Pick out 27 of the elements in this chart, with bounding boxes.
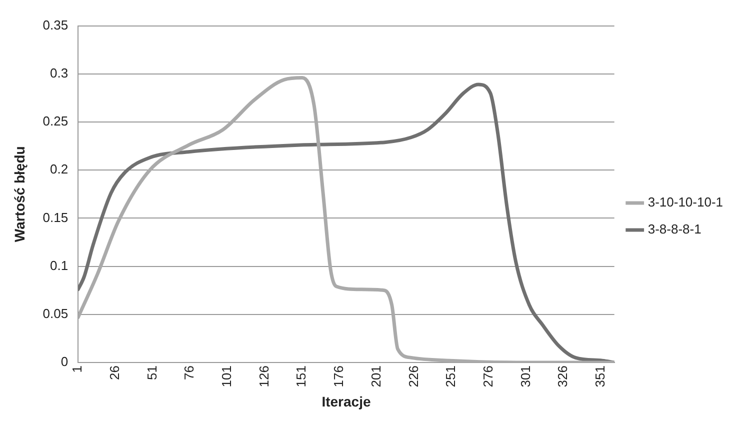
x-axis-title: Iteracje: [322, 393, 371, 410]
legend-label: 3-8-8-8-1: [648, 222, 702, 237]
y-tick-label: 0.05: [42, 306, 68, 321]
x-tick-label: 126: [256, 366, 272, 388]
x-tick-label: 51: [144, 366, 160, 380]
y-tick-label: 0: [60, 354, 68, 370]
x-tick-label: 326: [555, 366, 570, 388]
y-tick-label: 0.2: [50, 162, 68, 177]
x-tick-label: 26: [107, 366, 122, 380]
x-tick-label: 101: [219, 366, 234, 388]
x-tick-label: 1: [70, 366, 85, 373]
x-tick-label: 76: [182, 366, 197, 380]
y-axis-title: Wartość błędu: [11, 146, 28, 242]
y-tick-label: 0.15: [42, 210, 68, 225]
x-tick-label: 176: [331, 366, 346, 388]
legend-label: 3-10-10-10-1: [648, 194, 723, 210]
y-tick-label: 0.1: [50, 258, 68, 273]
x-tick-label: 276: [480, 366, 496, 388]
y-tick-label: 0.35: [42, 17, 68, 32]
x-tick-label: 226: [406, 366, 421, 388]
x-tick-label: 351: [592, 366, 608, 388]
y-tick-label: 0.3: [50, 65, 68, 80]
x-tick-label: 301: [518, 366, 533, 388]
y-tick-label: 0.25: [42, 114, 68, 129]
x-tick-label: 251: [443, 366, 458, 388]
x-tick-label: 151: [294, 366, 309, 388]
x-tick-label: 201: [368, 366, 384, 388]
